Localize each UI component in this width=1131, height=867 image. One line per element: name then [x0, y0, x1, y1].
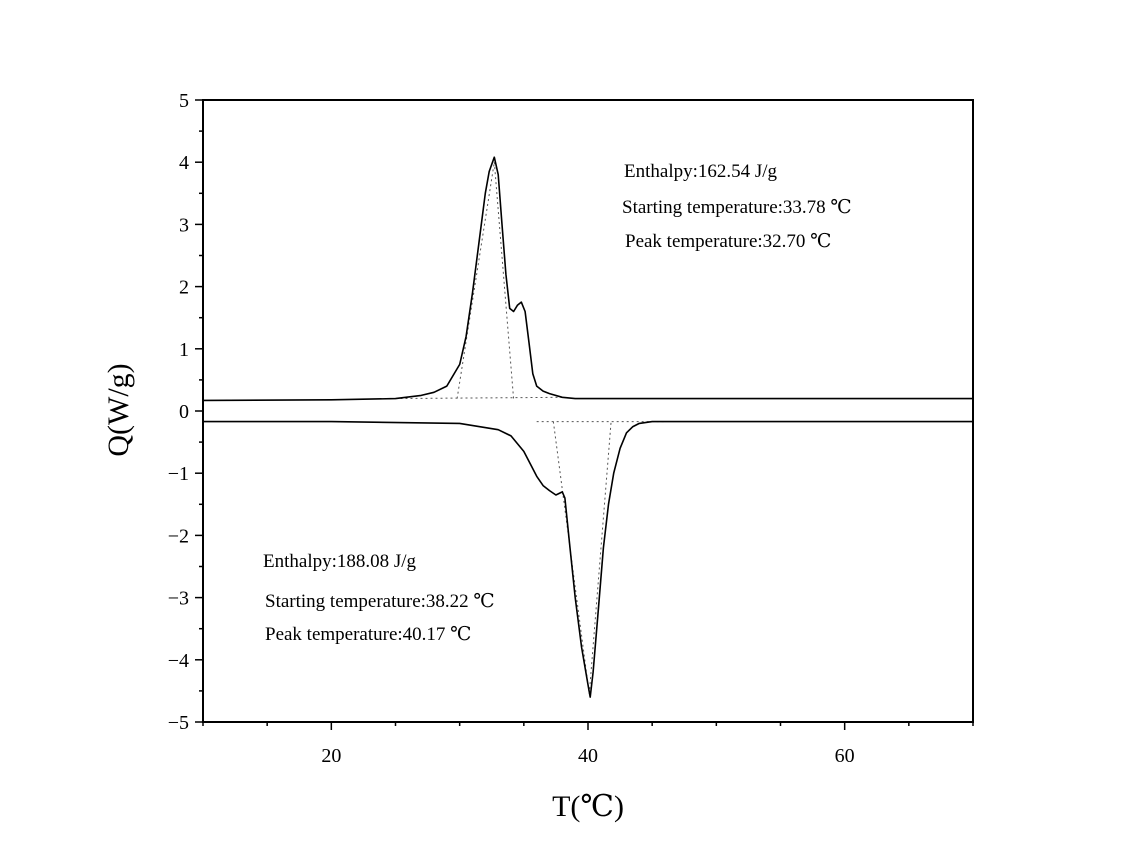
x-tick-label: 40 [578, 745, 598, 767]
lower-peak-temperature-label: Peak temperature:40.17 ℃ [265, 624, 471, 645]
upper-enthalpy-label: Enthalpy:162.54 J/g [624, 161, 778, 182]
upper-starting-temperature-label: Starting temperature:33.78 ℃ [622, 197, 852, 218]
upper-right-tangent [493, 162, 515, 399]
y-tick-label: 2 [179, 277, 189, 299]
series-layer [202, 156, 973, 698]
y-tick-label: −1 [168, 463, 189, 485]
x-tick-label: 60 [835, 745, 855, 767]
y-tick-label: 5 [179, 90, 189, 112]
baseline-construction-lines [395, 162, 665, 695]
x-tick-label: 20 [321, 745, 341, 767]
y-tick-label: 4 [179, 152, 189, 174]
lower-enthalpy-label: Enthalpy:188.08 J/g [263, 551, 417, 572]
upper-left-tangent [456, 162, 495, 399]
upper-peak-temperature-label: Peak temperature:32.70 ℃ [625, 231, 831, 252]
lower-left-tangent [552, 421, 590, 695]
y-tick-label: −2 [168, 525, 189, 547]
y-tick-label: −5 [168, 712, 189, 734]
y-tick-label: 0 [179, 401, 189, 423]
y-tick-label: −3 [168, 588, 189, 610]
series-1-line [202, 156, 973, 402]
lower-starting-temperature-label: Starting temperature:38.22 ℃ [265, 591, 495, 612]
lower-right-tangent [588, 421, 612, 695]
y-tick-label: 1 [179, 339, 189, 361]
x-axis-title: T(℃) [552, 790, 624, 823]
y-tick-label: −4 [168, 650, 189, 672]
y-axis-title: Q(W/g) [102, 363, 135, 456]
series-2-line [203, 420, 973, 698]
y-tick-label: 3 [179, 214, 189, 236]
upper-baseline [395, 396, 563, 400]
axis-ticks: 20 40 60 −5 −4 −3 −2 −1 0 1 2 3 4 5 [168, 90, 974, 767]
